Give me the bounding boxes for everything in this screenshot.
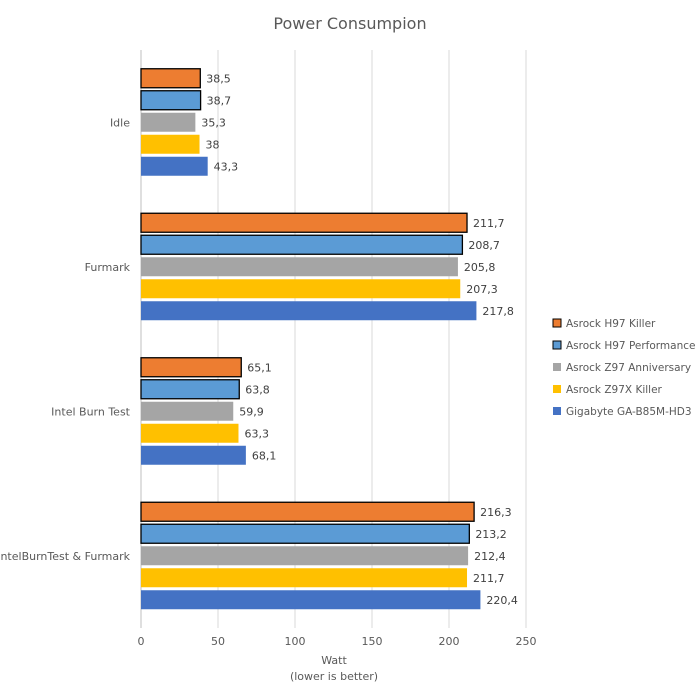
bar	[141, 590, 481, 610]
legend-entry: Asrock Z97X Killer	[566, 384, 663, 396]
data-label: 220,4	[486, 594, 518, 607]
bar	[140, 68, 201, 89]
bar	[140, 357, 242, 378]
legend-entry: Asrock Z97 Anniversary	[566, 362, 691, 374]
x-tick-label: 0	[138, 635, 145, 648]
data-label: 208,7	[468, 239, 500, 252]
x-tick-label: 100	[285, 635, 306, 648]
data-label: 207,3	[466, 283, 498, 296]
data-label: 59,9	[239, 405, 264, 418]
legend-swatch	[553, 363, 561, 371]
data-label: 63,8	[245, 383, 270, 396]
bar	[140, 90, 202, 111]
legend-entry: Asrock H97 Killer	[566, 318, 656, 330]
bar	[141, 112, 196, 132]
legend-entry: Gigabyte GA-B85M-HD3	[566, 406, 692, 418]
category-label: Intel Burn Test	[51, 405, 131, 418]
legend-entry: Asrock H97 Performance	[566, 340, 696, 352]
bar	[141, 423, 239, 443]
bar	[141, 301, 477, 321]
data-label: 216,3	[480, 506, 512, 519]
data-label: 68,1	[252, 449, 277, 462]
bar	[141, 568, 468, 588]
bar	[140, 523, 470, 544]
bar	[141, 445, 246, 465]
category-label: Furmark	[85, 261, 131, 274]
data-label: 38,5	[206, 72, 231, 85]
x-tick-label: 200	[439, 635, 460, 648]
bar	[141, 134, 200, 154]
data-label: 211,7	[473, 217, 505, 230]
data-label: 38	[206, 138, 220, 151]
x-axis-title: Watt	[321, 654, 347, 667]
legend-swatch	[552, 340, 562, 350]
bar	[141, 279, 461, 299]
data-label: 63,3	[244, 427, 269, 440]
data-label: 213,2	[475, 528, 507, 541]
data-label: 38,7	[207, 94, 232, 107]
bar	[140, 234, 464, 255]
data-label: 212,4	[474, 550, 506, 563]
x-axis-subtitle: (lower is better)	[290, 670, 378, 683]
legend-swatch	[552, 318, 562, 328]
bar	[141, 257, 458, 277]
chart-title: Power Consumpion	[273, 14, 426, 33]
data-label: 43,3	[214, 160, 239, 173]
bar	[140, 212, 468, 233]
bar	[141, 156, 208, 176]
category-label: Idle	[110, 116, 130, 129]
data-label: 217,8	[482, 305, 514, 318]
x-tick-label: 50	[211, 635, 225, 648]
bar	[141, 401, 234, 421]
x-tick-label: 150	[362, 635, 383, 648]
data-label: 211,7	[473, 572, 505, 585]
legend-swatch	[553, 385, 561, 393]
x-tick-label: 250	[516, 635, 537, 648]
bar	[140, 501, 475, 522]
bar	[140, 379, 240, 400]
bar	[141, 546, 469, 566]
data-label: 35,3	[201, 116, 226, 129]
legend-swatch	[553, 407, 561, 415]
category-label: IntelBurnTest & Furmark	[0, 550, 131, 563]
data-label: 65,1	[247, 361, 272, 374]
data-label: 205,8	[464, 261, 496, 274]
